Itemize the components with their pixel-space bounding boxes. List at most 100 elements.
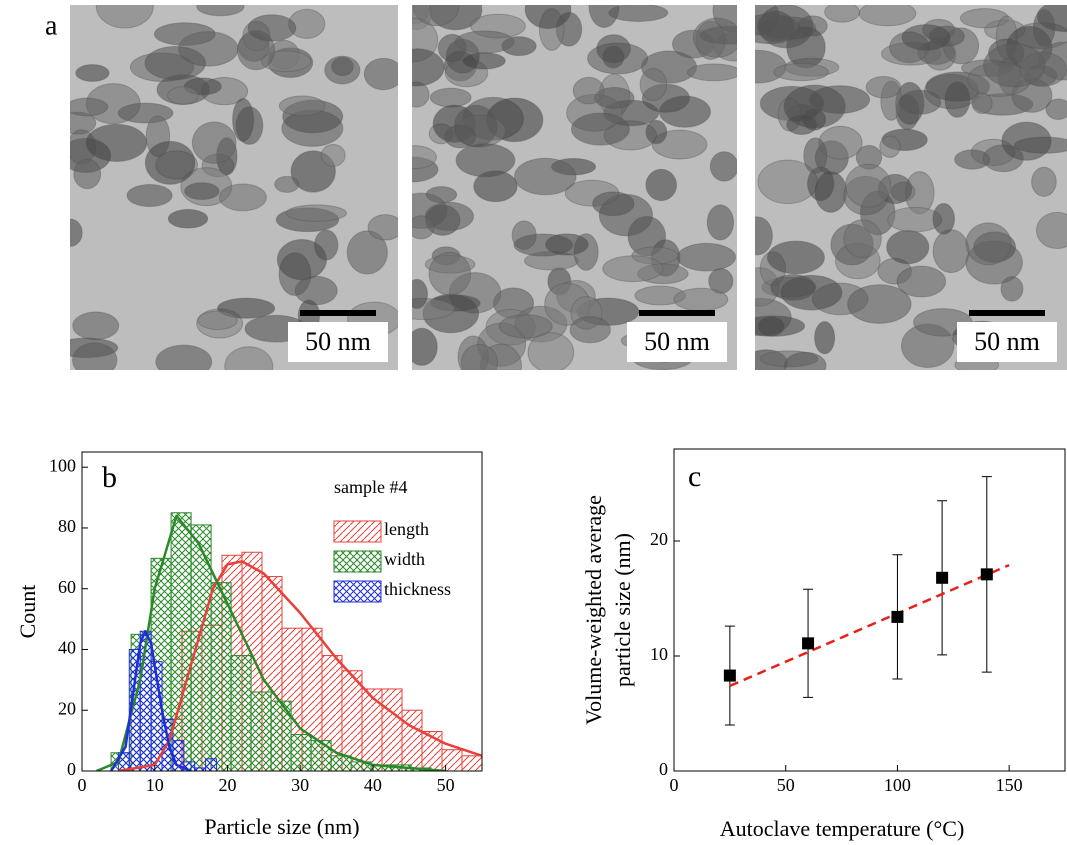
y-tick-label: 0 <box>659 759 668 779</box>
particle <box>932 229 970 274</box>
particle <box>608 5 669 22</box>
particle <box>896 265 947 298</box>
particle <box>144 140 196 185</box>
x-tick-label: 50 <box>777 775 795 795</box>
particle <box>232 98 255 142</box>
y-tick-label: 20 <box>58 698 76 718</box>
legend-label: width <box>384 549 425 569</box>
y-tick-label: 80 <box>58 516 76 536</box>
particle <box>676 242 737 272</box>
particle <box>412 215 435 240</box>
x-tick-label: 100 <box>884 775 911 795</box>
scale-label: 50 nm <box>305 327 371 356</box>
bar <box>290 734 312 771</box>
marker <box>891 610 904 623</box>
particle <box>1045 98 1067 120</box>
particle <box>1031 166 1057 197</box>
particle <box>498 314 553 339</box>
y-tick-label: 60 <box>58 577 76 597</box>
bar <box>381 688 403 771</box>
bar <box>330 755 352 771</box>
y-tick-label: 0 <box>67 759 76 779</box>
bar <box>401 709 423 771</box>
particle <box>886 229 930 265</box>
y-tick-label: 40 <box>58 638 76 658</box>
particle <box>70 218 83 247</box>
x-tick-label: 150 <box>996 775 1023 795</box>
bar <box>170 512 192 771</box>
particle <box>1001 121 1052 161</box>
particle <box>453 104 498 148</box>
panel-label: c <box>688 460 701 493</box>
particle <box>247 14 297 42</box>
particle <box>70 97 109 117</box>
particle <box>755 49 787 84</box>
particle <box>191 121 237 164</box>
particle <box>412 278 428 310</box>
particle <box>545 233 589 256</box>
particle <box>755 216 773 256</box>
particle <box>983 43 1046 88</box>
particle <box>460 343 499 370</box>
particle <box>144 45 207 81</box>
x-axis-label: Particle size (nm) <box>204 814 359 839</box>
particle <box>367 214 398 241</box>
x-tick-label: 40 <box>364 775 382 795</box>
particle <box>363 57 398 91</box>
particle <box>454 30 515 54</box>
particle <box>770 274 816 301</box>
particle <box>712 5 737 33</box>
particle <box>645 168 678 202</box>
x-tick-label: 0 <box>78 775 87 795</box>
particle <box>75 64 110 82</box>
annotation: sample #4 <box>334 477 408 497</box>
particle <box>898 89 942 115</box>
particle <box>294 275 338 306</box>
bar <box>441 749 463 771</box>
particle <box>320 143 346 167</box>
particle <box>932 203 955 235</box>
y-tick-label: 20 <box>650 529 668 549</box>
particle <box>572 76 605 105</box>
y-tick-label: 10 <box>650 644 668 664</box>
panel-label: a <box>45 10 58 41</box>
particle <box>651 129 708 160</box>
micrograph: 50 nm <box>70 5 398 370</box>
particle <box>524 5 572 30</box>
particle <box>879 135 901 158</box>
particle <box>513 157 577 196</box>
particle <box>412 5 460 27</box>
particle <box>126 183 173 208</box>
fit-curve <box>96 514 446 771</box>
particle <box>72 342 118 370</box>
particle <box>95 5 154 29</box>
particle <box>274 175 300 193</box>
bar <box>250 691 272 771</box>
particle <box>197 310 238 331</box>
y-axis-label: particle size (nm) <box>610 533 635 687</box>
particle <box>412 327 438 366</box>
scale-box <box>627 322 727 362</box>
particle <box>167 86 199 105</box>
particle <box>217 297 276 319</box>
particle <box>965 222 1012 266</box>
particle <box>709 151 737 182</box>
particle <box>428 251 472 296</box>
particle <box>865 76 902 99</box>
x-tick-label: 50 <box>437 775 455 795</box>
plot-area <box>96 512 482 771</box>
x-tick-label: 30 <box>291 775 309 795</box>
particle <box>324 55 361 85</box>
particle <box>773 62 829 82</box>
bar <box>183 761 196 771</box>
particle <box>592 191 635 217</box>
particle <box>766 240 825 275</box>
particle <box>847 284 912 324</box>
particle <box>462 52 506 70</box>
particle <box>706 204 735 241</box>
marker <box>723 669 736 682</box>
particle <box>73 158 102 190</box>
x-axis-label: Autoclave temperature (°C) <box>720 816 965 841</box>
plot-frame <box>81 451 483 772</box>
particle <box>278 95 326 117</box>
